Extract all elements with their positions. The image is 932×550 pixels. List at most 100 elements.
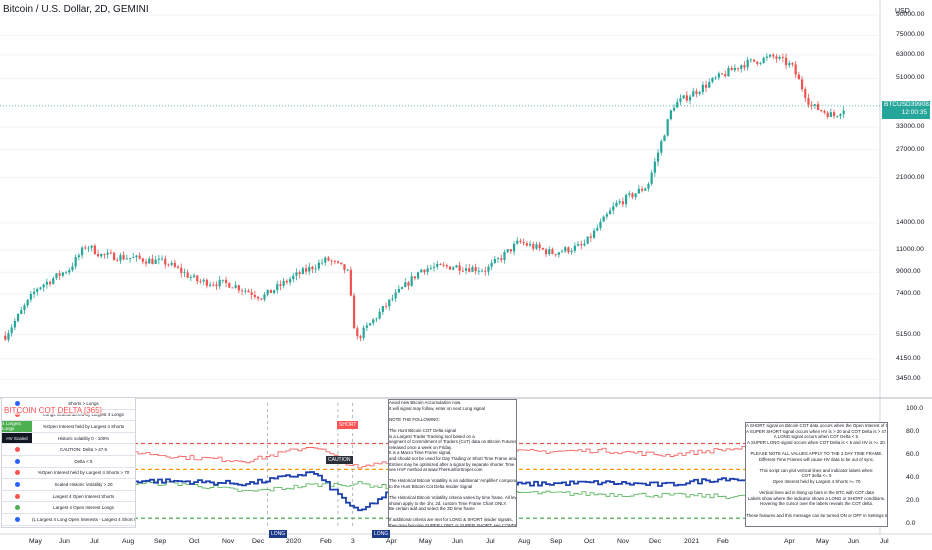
candle-body bbox=[144, 261, 148, 264]
price-tick-label: 75000.00 bbox=[896, 31, 925, 39]
candle-body bbox=[685, 95, 688, 101]
candle-body bbox=[276, 284, 279, 291]
candle-body bbox=[64, 272, 68, 274]
candle-body bbox=[330, 260, 333, 262]
candle-body bbox=[522, 241, 525, 244]
candle-body bbox=[660, 141, 663, 153]
candle-body bbox=[538, 244, 541, 249]
candle-body bbox=[442, 264, 445, 266]
candle-body bbox=[820, 109, 823, 111]
candle-body bbox=[109, 252, 112, 254]
short-signal-label[interactable]: SHORT bbox=[337, 421, 359, 429]
candle-body bbox=[26, 299, 29, 306]
candle-body bbox=[336, 261, 340, 263]
legend-text: Delta < 5 bbox=[74, 458, 93, 464]
candle-body bbox=[269, 289, 272, 294]
candle-body bbox=[157, 258, 160, 260]
candle-body bbox=[567, 247, 570, 253]
candle-body bbox=[128, 257, 132, 259]
candle-body bbox=[605, 214, 608, 217]
candle-body bbox=[672, 107, 676, 111]
candle-body bbox=[496, 258, 500, 260]
candle-body bbox=[471, 267, 474, 272]
long-signal-label[interactable]: LONG bbox=[269, 530, 288, 538]
candle-body bbox=[624, 194, 628, 205]
candle-body bbox=[794, 64, 797, 75]
candle-body bbox=[36, 288, 39, 292]
candle-body bbox=[87, 247, 90, 249]
candle-body bbox=[432, 266, 436, 268]
time-tick-label: Apr bbox=[784, 538, 795, 545]
candle-body bbox=[93, 245, 96, 255]
candle-body bbox=[55, 273, 58, 279]
candle-body bbox=[208, 284, 212, 286]
legend-key bbox=[2, 502, 32, 513]
indicator-title[interactable]: BITCOIN COT DELTA [365] bbox=[4, 406, 102, 415]
candle-body bbox=[279, 284, 282, 286]
candle-body bbox=[183, 272, 186, 274]
candle-body bbox=[13, 320, 16, 328]
candle-body bbox=[186, 272, 189, 278]
candle-body bbox=[756, 61, 759, 64]
legend-swatch bbox=[14, 447, 20, 453]
candle-body bbox=[621, 201, 624, 205]
candle-body bbox=[628, 193, 631, 195]
candle-body bbox=[176, 266, 180, 268]
candle-body bbox=[541, 248, 544, 250]
indicator-tick-label: 0.0 bbox=[906, 520, 916, 527]
candle-body bbox=[576, 244, 580, 246]
legend-swatch bbox=[14, 516, 20, 522]
candle-body bbox=[397, 288, 400, 293]
candle-body bbox=[477, 270, 480, 272]
candle-body bbox=[266, 289, 269, 295]
candle-body bbox=[797, 74, 800, 80]
candle-body bbox=[711, 77, 714, 82]
indicator-legend: Shorts > LongsLongs Outnumbered by Large… bbox=[1, 397, 136, 528]
legend-row: (L Largest 4 Long Open Interests - Large… bbox=[2, 514, 135, 526]
candle-body bbox=[84, 247, 87, 249]
candle-body bbox=[500, 258, 503, 260]
candle-body bbox=[173, 262, 176, 267]
indicator-tick-label: 100.0 bbox=[906, 405, 924, 412]
legend-key bbox=[2, 468, 32, 479]
candle-body bbox=[327, 257, 330, 261]
candle-body bbox=[740, 65, 743, 69]
time-tick-label: Feb bbox=[320, 538, 332, 545]
legend-text: %Open Interest held by Largest 4 Shorts bbox=[42, 423, 125, 429]
candle-body bbox=[295, 272, 298, 276]
candle-body bbox=[112, 252, 116, 261]
candle-body bbox=[800, 79, 804, 90]
candle-body bbox=[253, 294, 256, 297]
long-signal-label[interactable]: LONG bbox=[372, 530, 391, 538]
candle-body bbox=[212, 284, 215, 286]
legend-swatch bbox=[14, 493, 20, 499]
candle-body bbox=[228, 282, 231, 288]
candle-body bbox=[429, 267, 432, 269]
price-tick-label: 7400.00 bbox=[896, 290, 921, 298]
info-note-center: Avoid new Bitcoin Accumulation now. It w… bbox=[388, 399, 517, 527]
candle-body bbox=[192, 275, 196, 278]
candle-body bbox=[298, 272, 301, 275]
candle-body bbox=[138, 255, 141, 259]
candle-body bbox=[516, 240, 519, 244]
candle-body bbox=[125, 258, 128, 260]
legend-key bbox=[2, 491, 32, 502]
candle-body bbox=[359, 336, 362, 338]
candle-body bbox=[231, 287, 234, 289]
candle-body bbox=[388, 299, 391, 307]
candle-body bbox=[221, 279, 224, 281]
candle-body bbox=[829, 112, 832, 117]
candle-body bbox=[727, 68, 730, 77]
candle-body bbox=[752, 59, 756, 62]
candle-body bbox=[544, 249, 548, 255]
price-tick-label: 90000.00 bbox=[896, 11, 925, 18]
candle-body bbox=[455, 265, 458, 268]
legend-text: Scaled Historic Volatility > 20 bbox=[54, 481, 113, 487]
caution-signal-label[interactable]: CAUTION bbox=[326, 456, 353, 464]
legend-row: 4 Largest Longs %Open Interest held by La… bbox=[2, 421, 135, 433]
candle-body bbox=[16, 314, 20, 321]
legend-key: HV Scaled bbox=[2, 432, 32, 444]
candle-body bbox=[100, 254, 103, 257]
candle-body bbox=[701, 84, 704, 93]
candle-body bbox=[32, 291, 36, 294]
